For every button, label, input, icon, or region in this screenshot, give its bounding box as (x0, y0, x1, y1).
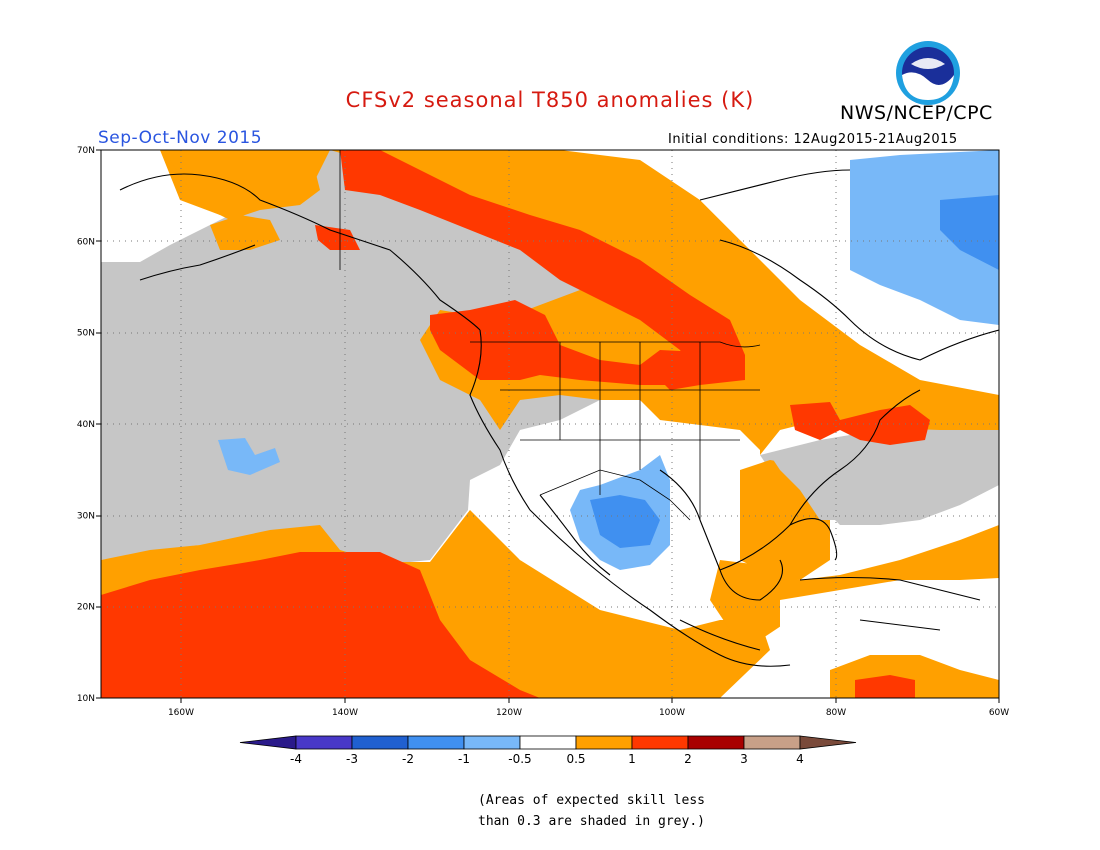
colorbar-segment (743, 735, 801, 750)
colorbar-label: -4 (290, 752, 302, 766)
blue-labrador (845, 150, 999, 325)
colorbar-segment (631, 735, 689, 750)
colorbar-segment (799, 735, 857, 750)
lat-labels: 70N 60N 50N 40N 30N 20N 10N (77, 146, 95, 704)
colorbar-label: -1 (458, 752, 470, 766)
lat-label: 40N (77, 420, 95, 430)
coastlines (119, 169, 999, 667)
footnote: (Areas of expected skill less than 0.3 a… (478, 790, 705, 832)
colorbar-label: -2 (402, 752, 414, 766)
lat-label: 30N (77, 511, 95, 521)
lon-label: 120W (496, 708, 522, 718)
colorbar-segment (463, 735, 521, 750)
lon-label: 140W (332, 708, 358, 718)
red-south-caribbean (855, 675, 915, 698)
colorbar-segment (519, 735, 577, 750)
lon-labels: 160W 140W 120W 100W 80W 60W (168, 708, 1009, 718)
blue-labrador-dark (940, 195, 999, 270)
colorbar-segment (687, 735, 745, 750)
red-alaska (315, 225, 360, 250)
orange-alaska (170, 150, 320, 220)
lon-label: 160W (168, 708, 194, 718)
chart-title: CFSv2 seasonal T850 anomalies (K) (345, 88, 755, 112)
colorbar-labels: -4 -3 -2 -1 -0.5 0.5 1 2 3 4 (290, 752, 804, 766)
season-label: Sep-Oct-Nov 2015 (98, 128, 263, 148)
noaa-logo (893, 38, 963, 112)
colorbar-label: 2 (684, 752, 692, 766)
frame-ticks (96, 149, 1000, 703)
blue-pacific (218, 438, 280, 475)
graticule (101, 150, 999, 698)
lat-label: 10N (77, 694, 95, 704)
colorbar-segment (407, 735, 465, 750)
red-northeast (790, 402, 930, 445)
lat-label: 20N (77, 603, 95, 613)
footnote-line-2: than 0.3 are shaded in grey.) (478, 814, 705, 829)
colorbar-label: -0.5 (508, 752, 531, 766)
lat-label: 60N (77, 237, 95, 247)
lon-label: 60W (989, 708, 1009, 718)
colorbar-segment (295, 735, 353, 750)
lat-label: 50N (77, 329, 95, 339)
lon-label: 80W (826, 708, 846, 718)
red-eq-pacific (101, 552, 540, 698)
red-canada-band (340, 150, 745, 385)
agency-label: NWS/NCEP/CPC (840, 102, 993, 124)
colorbar-segment (575, 735, 633, 750)
lon-label: 100W (659, 708, 685, 718)
colorbar-label: -3 (346, 752, 358, 766)
lat-label: 70N (77, 146, 95, 156)
orange-north-band (160, 150, 999, 470)
white-arctic (640, 150, 850, 280)
grey-pacific-fill (101, 262, 351, 452)
colorbar-label: 0.5 (566, 752, 585, 766)
blue-mexico-dark (590, 495, 660, 548)
colorbar-segment (239, 735, 297, 750)
borders (339, 150, 761, 521)
colorbar-label: 3 (740, 752, 748, 766)
initial-conditions-label: Initial conditions: 12Aug2015-21Aug2015 (668, 132, 958, 147)
colorbar-label: 4 (796, 752, 804, 766)
map-field (101, 150, 999, 698)
colorbar-segment (351, 735, 409, 750)
red-midwest (660, 365, 700, 390)
colorbar (239, 735, 857, 750)
white-caribbean (780, 578, 999, 665)
red-western-us (430, 300, 700, 385)
colorbar-label: 1 (628, 752, 636, 766)
footnote-line-1: (Areas of expected skill less (478, 793, 705, 808)
